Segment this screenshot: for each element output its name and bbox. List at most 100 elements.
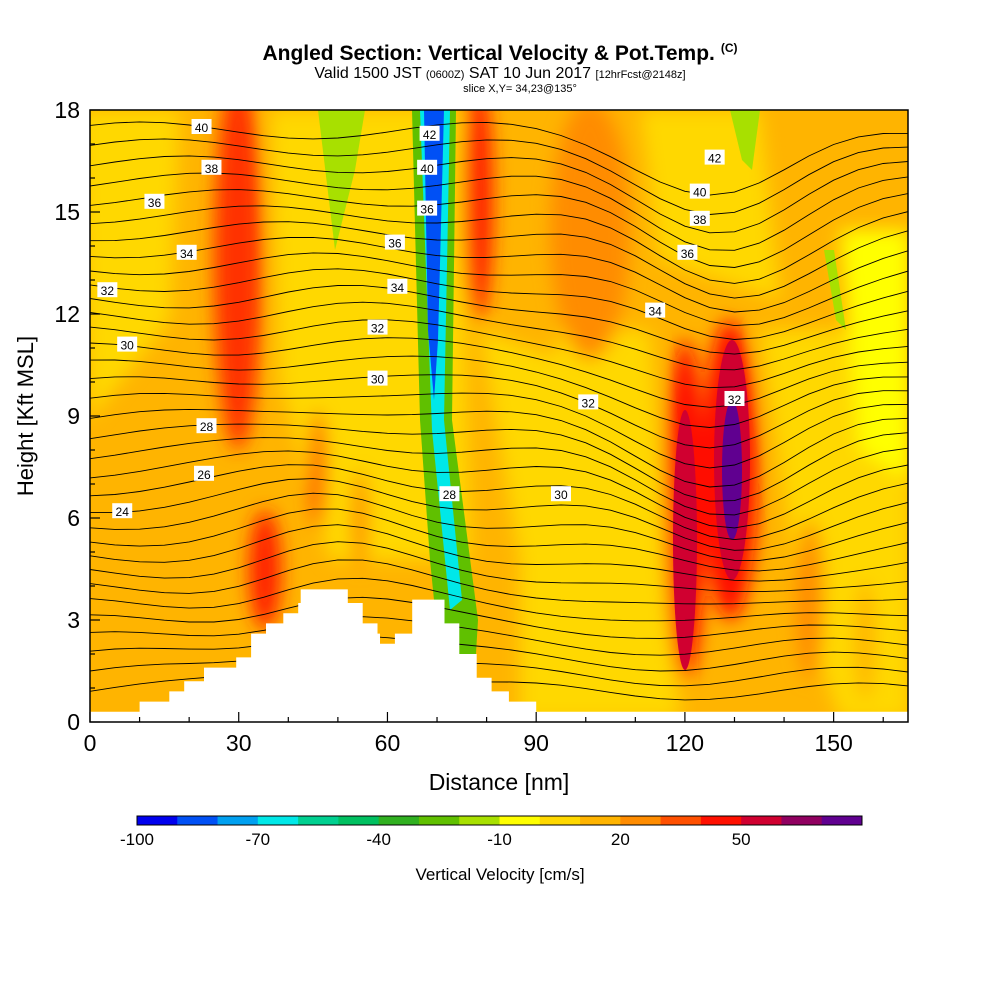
colorbar-swatch [257, 816, 299, 825]
color-bar: -100 -70 -40 -10 20 50 [120, 815, 863, 849]
units-tag: (C) [720, 41, 738, 55]
isentrope-line [90, 285, 908, 355]
contour-label-text: 40 [195, 121, 209, 135]
contour-label-bg [176, 244, 197, 260]
isentrope-line [90, 450, 908, 529]
updraft-core-max [722, 400, 742, 540]
x-tick-label: 90 [523, 730, 549, 756]
updraft-east-c [796, 520, 824, 680]
contour-label-bg [196, 418, 217, 434]
contour-label: 28 [196, 418, 217, 434]
updraft-left-lower [249, 510, 281, 630]
contour-label: 36 [384, 234, 405, 251]
colorbar-swatch [700, 816, 742, 825]
colorbar-swatch [781, 816, 823, 825]
isentrope-line [90, 508, 908, 572]
isentrope-line [90, 635, 908, 672]
contour-label: 32 [578, 394, 599, 410]
contour-label-bg [367, 319, 388, 335]
valid-time: Valid 1500 JST (0600Z) SAT 10 Jun 2017 [… [314, 65, 686, 82]
colorbar-tick-label: -100 [120, 830, 154, 849]
x-tick-label: 0 [84, 730, 97, 756]
isentrope-line [90, 221, 908, 299]
y-axis: 0 3 6 9 12 15 18 [54, 97, 100, 735]
colorbar-swatch [539, 816, 581, 825]
colorbar-swatch [499, 816, 541, 825]
x-tick-label: 150 [814, 730, 852, 756]
contour-label-bg [387, 278, 408, 294]
contour-label-bg [724, 391, 745, 406]
isentrope-line [90, 252, 908, 327]
colorbar-tick-label: -10 [487, 830, 512, 849]
contour-label: 28 [439, 486, 460, 502]
colorbar-tick-label: 50 [732, 830, 751, 849]
isentrope-line [90, 301, 908, 371]
y-tick-label: 18 [54, 97, 80, 123]
contour-label-text: 36 [148, 196, 162, 210]
contour-label-bg [112, 503, 133, 519]
contour-label-text: 34 [180, 247, 194, 261]
terrain-mask [90, 589, 908, 722]
contour-label-text: 32 [101, 284, 115, 298]
contour-label: 24 [112, 503, 133, 519]
contour-label-text: 30 [121, 339, 135, 353]
x-axis: 0 30 60 90 120 150 [84, 712, 884, 756]
contour-label: 30 [117, 336, 138, 353]
contour-label-text: 40 [693, 186, 707, 200]
isentrope-line [90, 172, 908, 251]
isentrope-line [90, 337, 908, 408]
contour-label: 26 [194, 465, 215, 482]
contour-label-text: 34 [391, 281, 405, 295]
contour-label: 30 [367, 370, 388, 387]
contour-label-text: 42 [708, 152, 722, 166]
isentrope-line [90, 596, 908, 639]
isentrope-line [90, 652, 908, 687]
contour-label-text: 34 [648, 305, 662, 319]
contour-label-bg [201, 159, 222, 175]
contour-label-text: 36 [420, 203, 434, 217]
isentrope-line [90, 559, 908, 605]
colorbar-swatch [137, 816, 178, 825]
contour-label: 40 [689, 183, 710, 200]
contour-label: 34 [645, 302, 666, 319]
colorbar-swatch [459, 816, 500, 825]
contour-label-bg [117, 336, 138, 352]
updraft-left-upper [214, 110, 262, 450]
contour-label-text: 28 [443, 488, 457, 502]
y-tick-label: 6 [67, 505, 80, 531]
isentrope-line [90, 205, 908, 284]
zone-yellow-left [90, 110, 180, 420]
isentrope-line [90, 155, 908, 234]
contour-label-text: 40 [420, 162, 434, 176]
contour-label-bg [689, 183, 710, 199]
chart-title-block: Angled Section: Vertical Velocity & Pot.… [0, 36, 1000, 95]
contour-label-text: 30 [371, 373, 385, 387]
isentrope-line [90, 616, 908, 656]
downdraft-thin-east [824, 250, 846, 330]
contour-label: 38 [689, 210, 710, 227]
x-tick-label: 120 [666, 730, 704, 756]
isentrope-line [90, 524, 908, 582]
y-axis-label: Height [Kft MSL] [13, 336, 38, 496]
isentrope-line [90, 478, 908, 551]
contour-label-bg [417, 200, 438, 216]
downdraft-top-right [730, 110, 760, 170]
isentrope-line [90, 268, 908, 340]
isentrope-line [90, 492, 908, 561]
x-axis-label: Distance [nm] [429, 769, 570, 795]
updraft-small-b [352, 470, 368, 570]
contour-label: 32 [724, 391, 745, 407]
contour-label-text: 32 [582, 396, 596, 410]
contour-label-bg [191, 119, 212, 134]
contour-label: 32 [97, 282, 118, 298]
y-tick-label: 12 [54, 301, 80, 327]
colorbar-swatch [580, 816, 621, 825]
isentrope-line [90, 577, 908, 622]
contour-label: 42 [419, 125, 440, 142]
contour-label-bg [550, 486, 571, 502]
isentrope-line [90, 423, 908, 502]
contour-label-bg [578, 394, 599, 410]
isentrope-line [90, 374, 908, 449]
contour-label: 36 [144, 193, 165, 210]
isentrope-line [90, 355, 908, 428]
